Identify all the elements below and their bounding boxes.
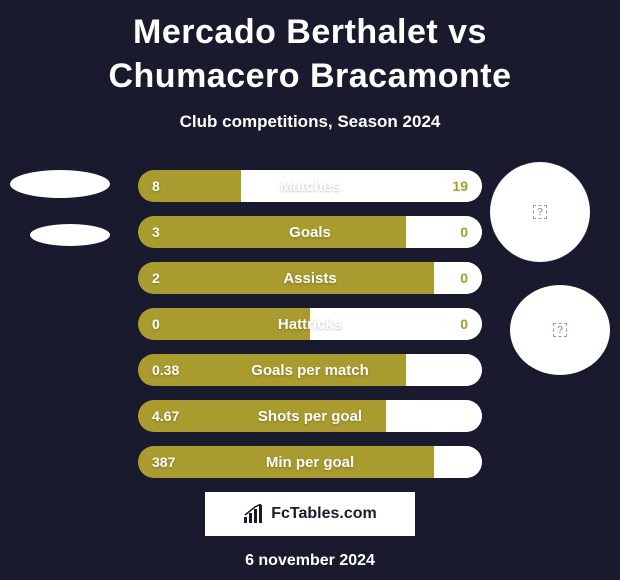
stat-right-value: 0 bbox=[460, 270, 468, 286]
stat-left-value: 3 bbox=[152, 224, 160, 240]
stat-name: Shots per goal bbox=[258, 408, 362, 425]
subtitle: Club competitions, Season 2024 bbox=[0, 112, 620, 132]
stat-name: Goals per match bbox=[251, 362, 369, 379]
image-placeholder-icon: ? bbox=[553, 323, 567, 337]
stat-row: 3 Goals 0 bbox=[138, 216, 482, 248]
stat-row: 4.67 Shots per goal bbox=[138, 400, 482, 432]
stat-left-value: 2 bbox=[152, 270, 160, 286]
stat-left-value: 8 bbox=[152, 178, 160, 194]
stat-name: Assists bbox=[283, 270, 336, 287]
stat-name: Goals bbox=[289, 224, 331, 241]
stat-row: 0.38 Goals per match bbox=[138, 354, 482, 386]
team-left-crest-1 bbox=[10, 170, 110, 198]
stat-row: 0 Hattricks 0 bbox=[138, 308, 482, 340]
stat-row: 8 Matches 19 bbox=[138, 170, 482, 202]
stat-right-value: 19 bbox=[452, 178, 468, 194]
brand-watermark: FcTables.com bbox=[205, 492, 415, 536]
team-left-crest-2 bbox=[30, 224, 110, 246]
stat-left-value: 4.67 bbox=[152, 408, 179, 424]
stat-left-value: 0 bbox=[152, 316, 160, 332]
stat-right-value: 0 bbox=[460, 316, 468, 332]
stat-row: 387 Min per goal bbox=[138, 446, 482, 478]
image-placeholder-icon: ? bbox=[533, 205, 547, 219]
stat-name: Matches bbox=[280, 178, 340, 195]
stat-left-value: 387 bbox=[152, 454, 175, 470]
stat-left-value: 0.38 bbox=[152, 362, 179, 378]
stat-bars: 8 Matches 19 3 Goals 0 2 Assists 0 0 Hattricks 0 0.3… bbox=[138, 170, 482, 478]
team-right-crest-1: ? bbox=[490, 162, 590, 262]
stat-name: Min per goal bbox=[266, 454, 354, 471]
brand-chart-icon bbox=[243, 504, 265, 524]
stat-row: 2 Assists 0 bbox=[138, 262, 482, 294]
stat-name: Hattricks bbox=[278, 316, 342, 333]
team-right-crest-2: ? bbox=[510, 285, 610, 375]
stat-right-value: 0 bbox=[460, 224, 468, 240]
brand-text: FcTables.com bbox=[271, 505, 377, 523]
date-label: 6 november 2024 bbox=[0, 552, 620, 570]
comparison-chart: ? ? 8 Matches 19 3 Goals 0 2 Assists 0 0 Hattricks… bbox=[0, 170, 620, 570]
page-title: Mercado Berthalet vs Chumacero Bracamont… bbox=[0, 0, 620, 98]
